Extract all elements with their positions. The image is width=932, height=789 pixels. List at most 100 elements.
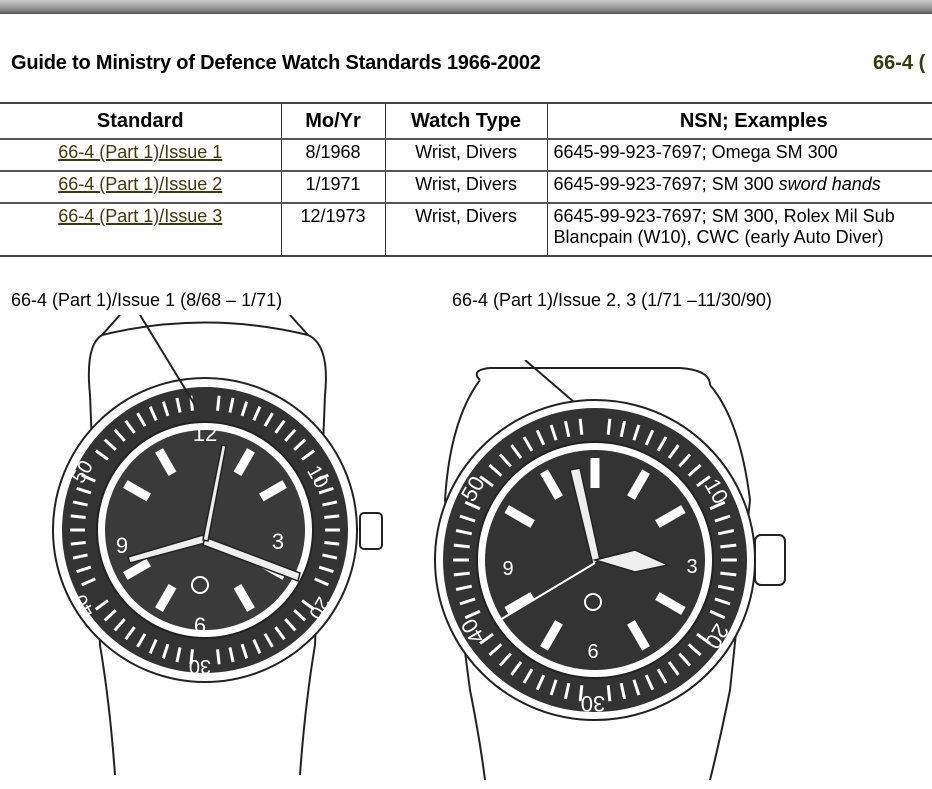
tick-mark xyxy=(498,453,512,468)
tick-mark xyxy=(606,685,612,702)
standard-link[interactable]: 66-4 (Part 1)/Issue 3 xyxy=(58,206,223,226)
tick-mark xyxy=(136,412,147,427)
tick-mark xyxy=(459,514,476,523)
tick-mark xyxy=(240,401,249,417)
dial-numeral: 12 xyxy=(193,421,217,446)
tick-mark xyxy=(228,397,235,413)
tick-mark xyxy=(301,449,316,461)
tick-mark xyxy=(293,438,307,451)
tick-mark xyxy=(81,473,96,483)
tick-mark xyxy=(293,609,307,622)
header-moyr: Mo/Yr xyxy=(280,103,385,139)
nsn-text: 6645-99-923-7697; SM 300 xyxy=(553,174,779,194)
tick-mark xyxy=(81,577,96,587)
tick-mark xyxy=(714,514,731,523)
tick-mark xyxy=(252,406,262,421)
tick-mark xyxy=(136,633,147,648)
tick-mark xyxy=(161,401,170,417)
tick-mark xyxy=(714,597,731,606)
tick-mark xyxy=(632,424,641,441)
tick-mark xyxy=(124,419,136,434)
figure-caption-issue-1: 66-4 (Part 1)/Issue 1 (8/68 – 1/71) xyxy=(11,290,283,310)
tick-mark xyxy=(717,529,735,536)
tick-mark xyxy=(148,406,158,421)
tick-mark xyxy=(549,679,558,696)
tick-mark xyxy=(103,609,117,622)
tick-mark xyxy=(123,558,151,580)
tick-mark xyxy=(274,419,286,434)
document-title: Guide to Ministry of Defence Watch Stand… xyxy=(11,52,541,74)
standard-link[interactable]: 66-4 (Part 1)/Issue 1 xyxy=(58,142,223,162)
tick-mark xyxy=(314,473,329,483)
dial-numeral: 3 xyxy=(686,556,697,578)
tick-mark xyxy=(259,480,287,502)
tick-mark xyxy=(709,500,726,511)
nsn-text: 6645-99-923-7697; Omega SM 300 xyxy=(553,142,838,162)
standards-table: Standard Mo/Yr Watch Type NSN; Examples … xyxy=(0,102,932,257)
dial-numeral: 9 xyxy=(502,558,513,580)
tick-mark xyxy=(233,448,255,476)
tick-mark xyxy=(667,661,680,676)
tick-mark xyxy=(656,436,668,452)
tick-mark xyxy=(540,469,563,500)
tick-mark xyxy=(113,428,126,442)
tick-mark xyxy=(70,514,86,519)
tick-mark xyxy=(94,599,109,611)
tick-mark xyxy=(498,652,512,667)
tick-mark xyxy=(709,609,726,620)
tick-mark xyxy=(564,420,571,438)
tick-mark xyxy=(318,565,334,574)
dial-numeral: 6 xyxy=(194,613,206,638)
tick-mark xyxy=(284,618,297,632)
tick-mark xyxy=(717,584,735,591)
nsn-italic: sword hands xyxy=(778,174,881,194)
tick-mark xyxy=(161,643,170,659)
tick-mark xyxy=(644,429,655,446)
tick-mark xyxy=(464,500,481,511)
table-row: 66-4 (Part 1)/Issue 1 8/1968 Wrist, Dive… xyxy=(0,139,932,171)
watch-illustration-issue-1: 12 3 6 9 10 20 30 40 50 xyxy=(52,315,383,776)
tick-mark xyxy=(606,418,612,435)
nsn-cell: 6645-99-923-7697; SM 300 sword hands xyxy=(546,171,932,203)
tick-mark xyxy=(619,682,626,700)
tick-mark xyxy=(263,633,274,648)
tick-mark xyxy=(252,639,262,654)
tick-mark xyxy=(113,618,126,632)
table-row: 66-4 (Part 1)/Issue 2 1/1971 Wrist, Dive… xyxy=(0,171,932,203)
tick-mark xyxy=(656,668,668,684)
tick-mark xyxy=(720,571,737,577)
tick-mark xyxy=(175,397,182,413)
tick-mark xyxy=(479,632,494,645)
tick-mark xyxy=(488,643,503,657)
tick-mark xyxy=(70,541,86,546)
header-standard: Standard xyxy=(96,109,184,132)
tick-mark xyxy=(627,469,650,500)
tick-mark xyxy=(479,475,494,488)
standard-link[interactable]: 66-4 (Part 1)/Issue 2 xyxy=(58,174,223,194)
tick-mark xyxy=(240,643,249,659)
tick-mark xyxy=(535,674,546,691)
tick-mark xyxy=(578,418,584,435)
type-cell: Wrist, Divers xyxy=(384,203,547,256)
tick-mark xyxy=(76,486,92,495)
tick-mark xyxy=(535,429,546,446)
tick-mark xyxy=(667,444,680,459)
tick-mark xyxy=(459,597,476,606)
watch-illustration-issue-2-3: 3 6 9 10 20 30 40 50 xyxy=(434,360,786,780)
dial-numeral: 9 xyxy=(116,533,128,558)
tick-mark xyxy=(228,647,235,663)
window-top-bar xyxy=(0,0,932,14)
figure-caption-issue-2-3: 66-4 (Part 1)/Issue 2, 3 (1/71 –11/30/90… xyxy=(452,290,772,310)
tick-mark xyxy=(564,682,571,700)
tick-mark xyxy=(72,500,88,507)
nsn-text: 6645-99-923-7697; SM 300, Rolex Mil Sub xyxy=(553,206,895,226)
tick-mark xyxy=(549,424,558,441)
tick-mark xyxy=(678,652,692,667)
tick-mark xyxy=(123,480,151,502)
tick-mark xyxy=(453,571,470,577)
tick-mark xyxy=(322,500,338,507)
tick-mark xyxy=(488,463,503,477)
tick-mark xyxy=(510,661,523,676)
tick-mark xyxy=(124,626,136,641)
tick-mark xyxy=(655,505,686,528)
